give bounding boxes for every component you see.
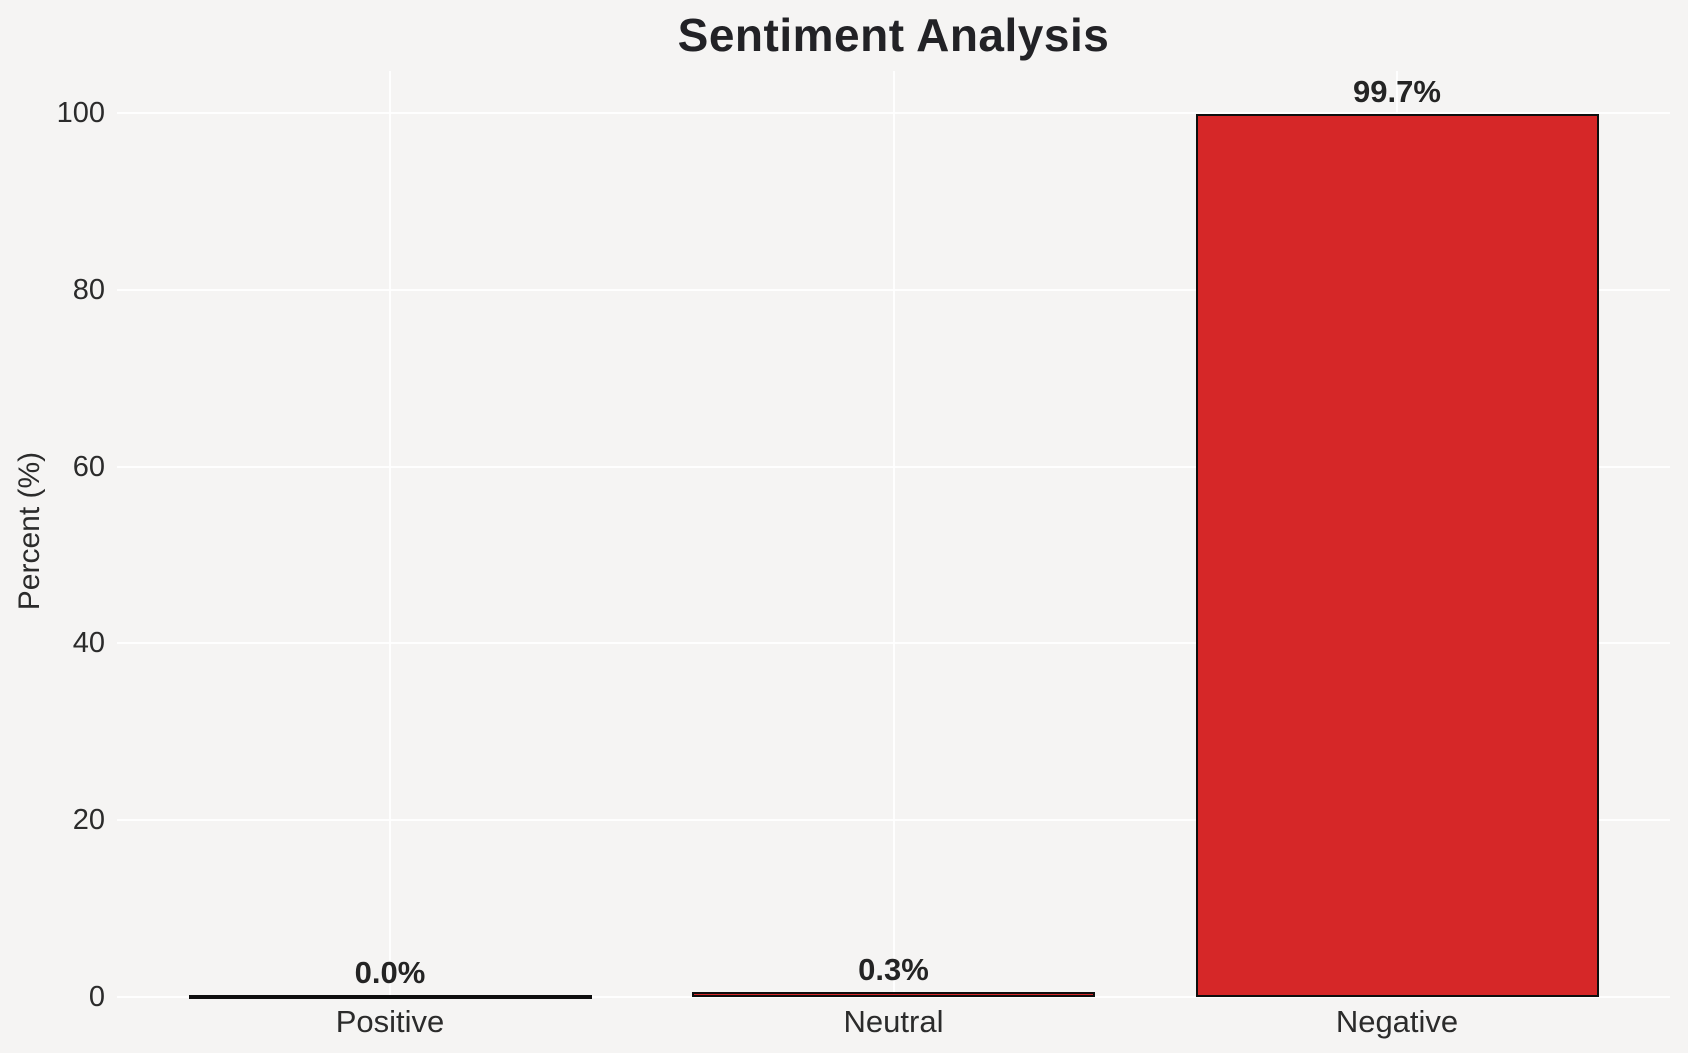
chart-title: Sentiment Analysis bbox=[677, 9, 1110, 61]
y-tick-label: 40 bbox=[72, 627, 105, 660]
bar-positive bbox=[188, 995, 592, 999]
vertical-gridline bbox=[892, 71, 895, 997]
y-tick-label: 80 bbox=[72, 273, 105, 306]
x-tick-label: Positive bbox=[335, 1004, 445, 1039]
bar-value-label: 99.7% bbox=[1353, 73, 1441, 109]
bar-negative bbox=[1195, 113, 1599, 997]
vertical-gridline bbox=[389, 71, 391, 997]
y-tick-label: 60 bbox=[72, 450, 105, 483]
x-tick-label: Neutral bbox=[843, 1004, 944, 1039]
horizontal-gridline bbox=[117, 996, 1670, 998]
x-tick-label: Negative bbox=[1335, 1004, 1459, 1039]
bar-neutral bbox=[692, 992, 1095, 997]
y-tick-label: 100 bbox=[56, 97, 105, 129]
y-tick-label: 20 bbox=[72, 804, 105, 837]
bar-value-label: 0.0% bbox=[354, 955, 426, 990]
bar-value-label: 0.3% bbox=[858, 952, 929, 988]
y-tick-label: 0 bbox=[88, 981, 105, 1013]
